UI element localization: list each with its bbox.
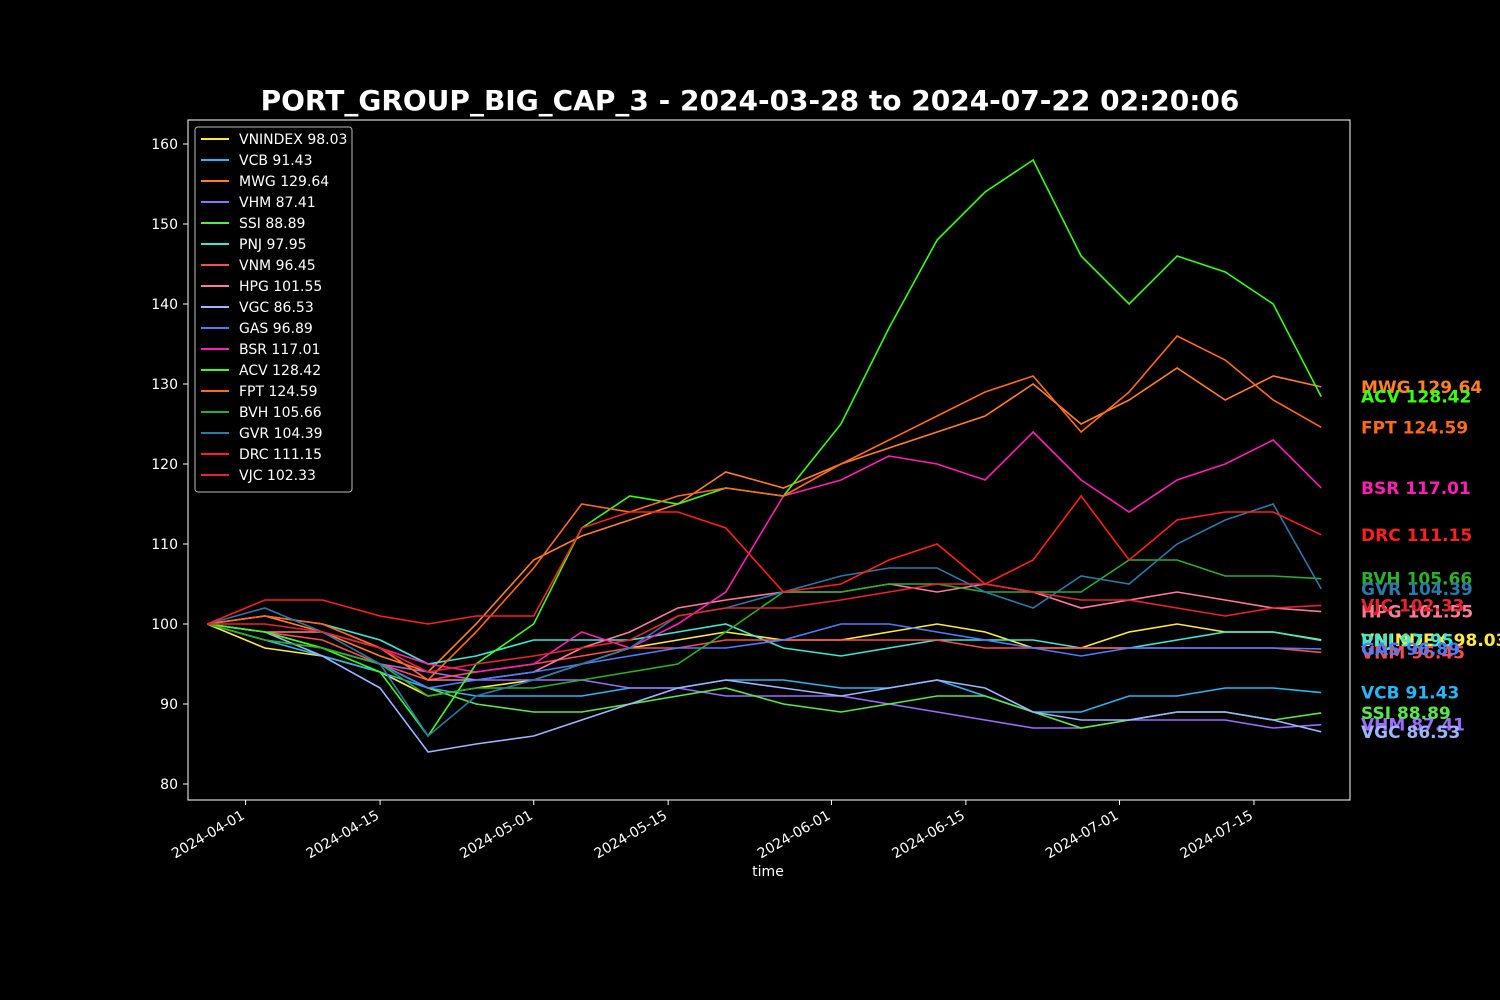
series-line	[207, 615, 1322, 665]
series-end-label: FPT 124.59	[1361, 418, 1468, 438]
series-line	[206, 494, 1322, 625]
series-end-label: ACV 128.42	[1361, 388, 1471, 408]
series-end-label: PNJ 97.95	[1361, 631, 1454, 651]
series-end-label: VGC 86.53	[1361, 723, 1460, 743]
series-end-label: GVR 104.39	[1361, 580, 1473, 600]
series-end-label: HPG 101.55	[1361, 603, 1473, 623]
chart-title: PORT_GROUP_BIG_CAP_3 - 2024-03-28 to 202…	[260, 84, 1240, 117]
legend-entry: BSR 117.01	[239, 342, 320, 358]
y-tick-label: 150	[151, 217, 178, 233]
series-line	[207, 335, 1322, 682]
x-tick-label: 2024-07-15	[1177, 808, 1255, 863]
y-tick-label: 90	[160, 697, 178, 713]
legend-entry: SSI 88.89	[239, 216, 305, 232]
series-end-label: VCB 91.43	[1361, 684, 1459, 704]
series-end-label: BSR 117.01	[1361, 479, 1471, 499]
legend-entry: GVR 104.39	[239, 426, 323, 442]
x-tick-label: 2024-06-01	[755, 808, 833, 863]
series-line	[207, 583, 1322, 673]
legend-entry: ACV 128.42	[239, 363, 321, 379]
x-axis-label: time	[752, 864, 784, 880]
series-end-label: DRC 111.15	[1361, 526, 1472, 546]
legend-entry: VCB 91.43	[239, 153, 313, 169]
series-end-label: VHM 87.41	[1361, 716, 1465, 736]
x-tick-label: 2024-05-15	[592, 808, 670, 863]
legend-entry: BVH 105.66	[239, 405, 322, 421]
legend-entry: DRC 111.15	[239, 447, 322, 463]
series-line	[207, 623, 1322, 689]
x-tick-label: 2024-07-01	[1043, 808, 1121, 863]
y-tick-label: 80	[160, 777, 178, 793]
y-tick-label: 120	[151, 457, 178, 473]
series-end-label: BVH 105.66	[1361, 570, 1472, 590]
series-line	[207, 623, 1322, 753]
legend-entry: PNJ 97.95	[239, 237, 307, 253]
legend-entry: VNINDEX 98.03	[239, 132, 347, 148]
y-tick-label: 100	[151, 617, 178, 633]
y-tick-label: 130	[151, 377, 178, 393]
legend-box	[194, 126, 353, 493]
series-lines	[206, 158, 1322, 753]
x-tick-label: 2024-04-15	[304, 808, 382, 863]
x-tick-label: 2024-06-15	[889, 808, 967, 863]
x-tick-label: 2024-05-01	[457, 808, 535, 863]
legend-entry: VGC 86.53	[239, 300, 314, 316]
y-tick-label: 140	[151, 297, 178, 313]
legend-entry: VNM 96.45	[239, 258, 316, 274]
legend-entry: HPG 101.55	[239, 279, 322, 295]
series-line	[206, 623, 1322, 713]
legend-entry: GAS 96.89	[239, 321, 313, 337]
series-end-label: MWG 129.64	[1361, 378, 1482, 398]
legend-entry: FPT 124.59	[239, 384, 317, 400]
legend-entry: VHM 87.41	[239, 195, 316, 211]
x-tick-label: 2024-04-01	[169, 808, 247, 863]
end-labels: VNINDEX 98.03 VCB 91.43 MWG 129.64 VHM 87.4…	[1361, 378, 1500, 743]
legend-entry: VJC 102.33	[239, 468, 316, 484]
legend: VNINDEX 98.03 VCB 91.43 MWG 129.64 VHM 87.4…	[194, 126, 353, 493]
series-end-label: VNINDEX 98.03	[1361, 631, 1500, 651]
series-line	[207, 367, 1322, 673]
plot-area	[187, 119, 1351, 801]
series-end-label: VJC 102.33	[1361, 596, 1464, 616]
series-end-label: VNM 96.45	[1361, 643, 1465, 663]
series-end-label: GAS 96.89	[1361, 640, 1460, 660]
y-tick-label: 160	[151, 137, 178, 153]
y-tick-label: 110	[151, 537, 178, 553]
series-end-label: SSI 88.89	[1361, 704, 1451, 724]
legend-entry: MWG 129.64	[239, 174, 329, 190]
